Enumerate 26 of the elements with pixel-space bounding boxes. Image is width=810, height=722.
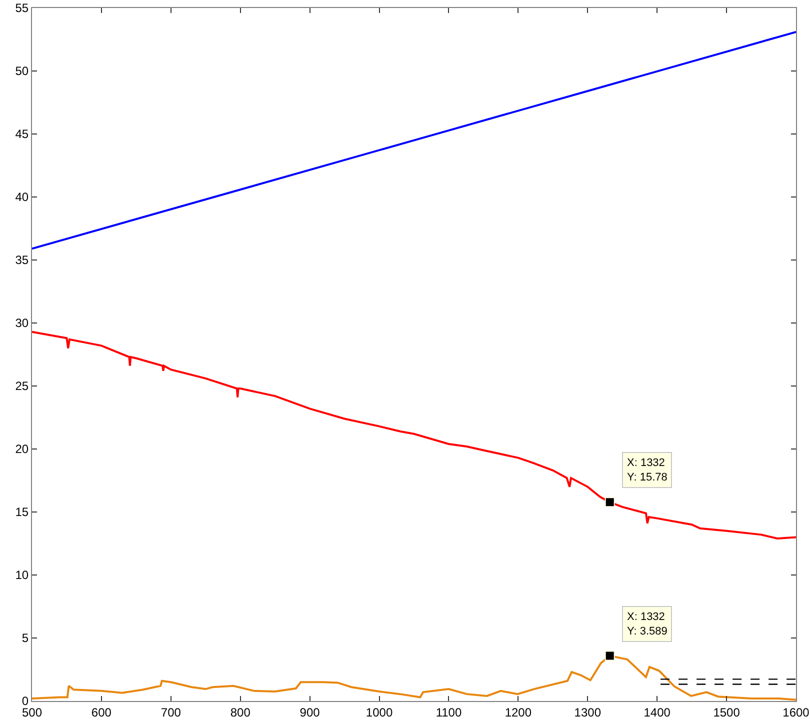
x-tick-label: 1100 bbox=[436, 705, 462, 720]
annotation: X: 1332 Y: 3.589 bbox=[627, 611, 668, 638]
y-tick-label: 30 bbox=[15, 316, 29, 330]
x-tick-label: 1300 bbox=[574, 705, 602, 720]
line-series bbox=[32, 30, 796, 250]
y-tick-label: 35 bbox=[15, 253, 29, 268]
y-tick-label: 25 bbox=[15, 379, 29, 394]
x-tick-label: 1000 bbox=[366, 705, 393, 720]
x-tick-label: 600 bbox=[91, 705, 112, 720]
y-tick-label: 20 bbox=[15, 442, 29, 456]
line-series bbox=[32, 330, 796, 540]
x-tick-label: 1400 bbox=[644, 705, 671, 720]
y-tick-label: 50 bbox=[15, 64, 29, 78]
y-tick-label: 5 bbox=[22, 631, 29, 646]
y-tick-label: 10 bbox=[15, 568, 29, 582]
x-tick-label: 700 bbox=[160, 705, 182, 720]
y-tick-label: 55 bbox=[15, 1, 29, 16]
y-tick-label: 45 bbox=[15, 127, 29, 142]
x-tick-label: 800 bbox=[230, 705, 251, 720]
x-tick-label: 1600 bbox=[782, 705, 810, 720]
y-tick-label: 15 bbox=[15, 505, 29, 520]
annotation: X: 1332 Y: 15.78 bbox=[627, 457, 668, 484]
x-tick-label: 1200 bbox=[504, 705, 532, 720]
y-tick-label: 40 bbox=[15, 190, 29, 204]
x-tick-label: 1500 bbox=[713, 705, 740, 720]
x-tick-label: 900 bbox=[300, 705, 320, 720]
